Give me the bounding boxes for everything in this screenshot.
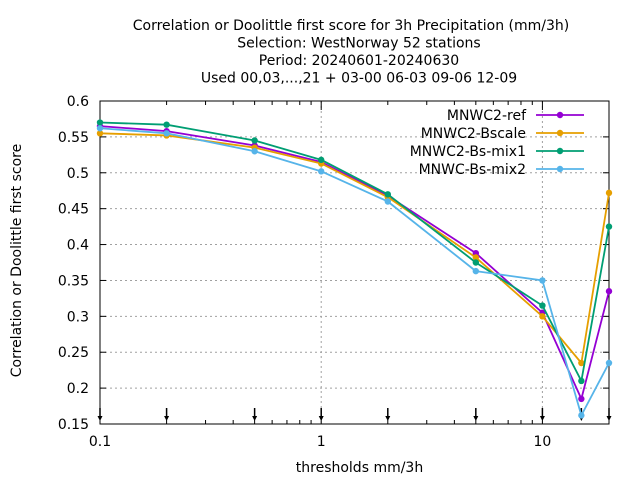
threshold-marker-head [606, 416, 612, 421]
data-point [578, 377, 585, 385]
series-lines [96, 119, 613, 419]
data-point [539, 277, 546, 284]
data-point [472, 254, 480, 261]
x-tick-label: 0.1 [89, 434, 111, 450]
data-point [163, 130, 170, 137]
series-line [99, 127, 610, 417]
y-tick-label: 0.45 [58, 202, 89, 218]
title-line: Correlation or Doolittle first score for… [133, 18, 570, 34]
y-tick-label: 0.35 [58, 273, 89, 289]
legend-label: MNWC2-Bs-mix1 [410, 144, 526, 160]
data-point [539, 313, 546, 320]
data-point [578, 395, 585, 403]
title-line: Selection: WestNorway 52 stations [237, 36, 480, 52]
data-point [539, 302, 546, 309]
legend-label: MNWC-Bs-mix2 [419, 162, 526, 178]
data-point [578, 359, 585, 367]
data-point [605, 288, 613, 295]
chart-title: Correlation or Doolittle first score for… [133, 18, 570, 87]
y-tick-label: 0.4 [67, 238, 89, 254]
plot-frame [99, 100, 610, 425]
y-tick-label: 0.2 [67, 381, 89, 397]
legend: MNWC2-ref MNWC2-Bscale MNWC2-Bs-mix1 MNWC-B… [410, 108, 584, 178]
y-tick-label: 0.3 [67, 309, 89, 325]
data-point [251, 137, 258, 144]
series-line [99, 121, 610, 382]
y-axis-label: Correlation or Doolittle first score [9, 144, 25, 377]
y-tick-label: 0.15 [58, 417, 89, 433]
series-line [99, 125, 610, 400]
data-point [578, 412, 585, 419]
data-point [251, 148, 258, 155]
y-tick-label: 0.5 [67, 166, 89, 182]
data-point [96, 130, 104, 137]
legend-marker [556, 129, 564, 137]
legend-marker [556, 165, 564, 173]
legend-label: MNWC2-Bscale [421, 126, 526, 142]
threshold-marker-head [97, 416, 103, 421]
data-point [96, 119, 104, 126]
y-tick-label: 0.55 [58, 130, 89, 146]
data-point [605, 223, 613, 230]
x-axis-label: thresholds mm/3h [296, 460, 423, 476]
title-line: Used 00,03,...,21 + 03-00 06-03 09-06 12… [201, 71, 517, 87]
threshold-marker-head [473, 416, 479, 421]
legend-marker [556, 147, 564, 155]
threshold-marker-head [252, 416, 258, 421]
data-point [605, 359, 613, 367]
data-point [472, 259, 480, 266]
x-tick-label: 10 [533, 434, 551, 450]
data-point [472, 267, 480, 275]
y-tick-label: 0.6 [67, 94, 89, 110]
data-point [605, 189, 613, 197]
y-tick-label: 0.25 [58, 345, 89, 361]
threshold-marker-head [539, 416, 545, 421]
data-point [318, 168, 325, 175]
axes: 0.15 0.2 0.25 0.3 0.35 0.4 0.45 0.5 0.55 0.6 0.1 1 1… [9, 94, 612, 476]
grid [100, 101, 609, 424]
x-tick-label: 1 [317, 434, 326, 450]
series-line [99, 132, 610, 364]
data-point [384, 191, 391, 198]
title-line: Period: 20240601-20240630 [259, 53, 459, 69]
data-point [318, 156, 325, 164]
data-point [384, 198, 391, 205]
threshold-marker-head [164, 416, 170, 421]
threshold-marker-head [318, 416, 324, 421]
data-point [96, 125, 104, 132]
legend-label: MNWC2-ref [447, 108, 527, 124]
data-point [163, 121, 170, 128]
legend-marker [556, 111, 564, 119]
threshold-marker-head [385, 416, 391, 421]
